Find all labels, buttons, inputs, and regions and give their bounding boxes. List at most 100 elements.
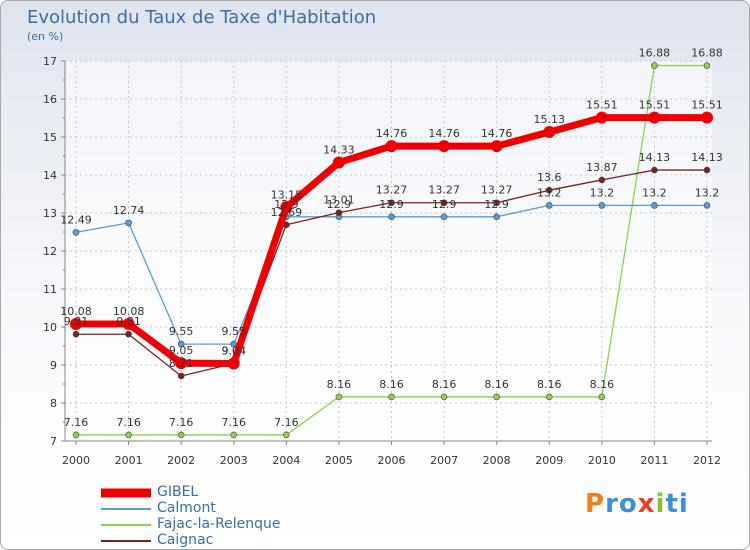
data-label: 13.27 bbox=[376, 184, 408, 197]
legend-swatch bbox=[101, 488, 151, 498]
legend-label: GIBEL bbox=[157, 484, 199, 500]
data-point bbox=[70, 317, 82, 330]
data-point bbox=[230, 431, 238, 439]
data-point bbox=[703, 62, 711, 69]
y-tick-label: 14 bbox=[43, 169, 57, 182]
x-tick-label: 2008 bbox=[483, 454, 511, 467]
data-point bbox=[440, 213, 448, 221]
data-point bbox=[385, 140, 398, 153]
data-point bbox=[493, 213, 500, 221]
data-label: 8.16 bbox=[590, 378, 615, 391]
data-label: 15.51 bbox=[586, 99, 618, 112]
logo-letter: r bbox=[605, 489, 619, 519]
data-point bbox=[388, 213, 395, 221]
legend-item: Fajac-la-Relenque bbox=[101, 516, 361, 533]
legend-item: Calmont bbox=[101, 500, 361, 517]
data-point bbox=[651, 166, 658, 174]
data-point bbox=[335, 209, 343, 216]
data-label: 13.2 bbox=[642, 186, 667, 199]
data-point bbox=[493, 199, 500, 207]
data-label: 7.16 bbox=[169, 416, 194, 429]
logo-letter: i bbox=[655, 489, 666, 519]
data-point bbox=[125, 431, 132, 439]
data-label: 13.27 bbox=[481, 184, 513, 197]
x-tick-label: 2011 bbox=[640, 454, 668, 467]
data-label: 15.51 bbox=[691, 99, 723, 112]
data-point bbox=[177, 372, 185, 380]
data-label: 10.08 bbox=[113, 305, 145, 318]
x-tick-label: 2000 bbox=[62, 454, 90, 467]
data-point bbox=[545, 202, 553, 209]
legend-swatch bbox=[101, 508, 151, 510]
y-tick-label: 7 bbox=[50, 435, 57, 448]
data-label: 8.16 bbox=[484, 378, 509, 391]
data-point bbox=[125, 330, 132, 338]
data-label: 12.49 bbox=[60, 213, 92, 226]
y-tick-label: 10 bbox=[43, 321, 57, 334]
data-point bbox=[493, 393, 500, 401]
data-point bbox=[227, 357, 240, 370]
y-tick-label: 13 bbox=[43, 207, 57, 220]
data-label: 12.9 bbox=[327, 198, 352, 211]
legend-swatch bbox=[101, 540, 151, 542]
data-label: 14.33 bbox=[323, 143, 355, 156]
data-label: 12.9 bbox=[484, 198, 509, 211]
data-point bbox=[545, 186, 553, 194]
data-label: 7.16 bbox=[116, 416, 141, 429]
data-label: 13.87 bbox=[586, 161, 618, 174]
data-point bbox=[177, 431, 185, 439]
data-label: 12.9 bbox=[274, 198, 299, 211]
data-point bbox=[175, 357, 188, 370]
x-tick-label: 2012 bbox=[693, 454, 721, 467]
data-point bbox=[545, 393, 553, 401]
data-label: 12.69 bbox=[271, 206, 303, 219]
legend-label: Calmont bbox=[157, 500, 216, 516]
legend-item: Caignac bbox=[101, 532, 361, 549]
data-label: 8.16 bbox=[379, 378, 404, 391]
legend-label: Caignac bbox=[157, 532, 214, 548]
data-label: 10.08 bbox=[60, 305, 92, 318]
x-tick-label: 2002 bbox=[167, 454, 195, 467]
data-point bbox=[543, 126, 556, 139]
data-label: 16.88 bbox=[691, 47, 723, 60]
data-label: 13.15 bbox=[271, 188, 303, 201]
data-label: 16.88 bbox=[639, 47, 671, 60]
x-tick-label: 2005 bbox=[325, 454, 353, 467]
chart-subtitle: (en %) bbox=[27, 30, 64, 43]
data-label: 12.9 bbox=[379, 198, 404, 211]
data-label: 8.71 bbox=[169, 357, 194, 370]
data-point bbox=[438, 140, 451, 153]
data-label: 13.2 bbox=[537, 186, 562, 199]
logo-letter: o bbox=[618, 489, 638, 519]
data-label: 9.04 bbox=[222, 344, 247, 357]
logo-letter: ti bbox=[665, 489, 689, 519]
data-label: 9.55 bbox=[169, 325, 194, 338]
data-point bbox=[598, 393, 606, 401]
legend-item: GIBEL bbox=[101, 484, 361, 501]
y-tick-label: 15 bbox=[43, 131, 57, 144]
data-point bbox=[388, 393, 395, 401]
x-tick-label: 2001 bbox=[115, 454, 143, 467]
data-label: 8.16 bbox=[432, 378, 457, 391]
data-point bbox=[648, 111, 661, 124]
data-point bbox=[598, 176, 606, 184]
data-label: 15.13 bbox=[534, 113, 566, 126]
y-tick-label: 8 bbox=[50, 397, 57, 410]
data-point bbox=[72, 431, 80, 439]
x-tick-label: 2004 bbox=[272, 454, 300, 467]
data-label: 7.16 bbox=[274, 416, 299, 429]
data-point bbox=[177, 340, 185, 348]
logo-letter: x bbox=[637, 489, 656, 519]
data-point bbox=[440, 393, 448, 401]
data-label: 9.81 bbox=[64, 315, 89, 328]
data-point bbox=[332, 156, 345, 169]
data-label: 9.04 bbox=[222, 344, 247, 357]
chart-title: Evolution du Taux de Taxe d'Habitation bbox=[27, 7, 377, 28]
data-point bbox=[335, 393, 343, 401]
data-label: 12.9 bbox=[432, 198, 457, 211]
data-point bbox=[122, 317, 135, 330]
data-label: 7.16 bbox=[222, 416, 247, 429]
data-label: 9.55 bbox=[222, 325, 247, 338]
legend-label: Fajac-la-Relenque bbox=[157, 516, 281, 532]
data-point bbox=[703, 202, 711, 209]
